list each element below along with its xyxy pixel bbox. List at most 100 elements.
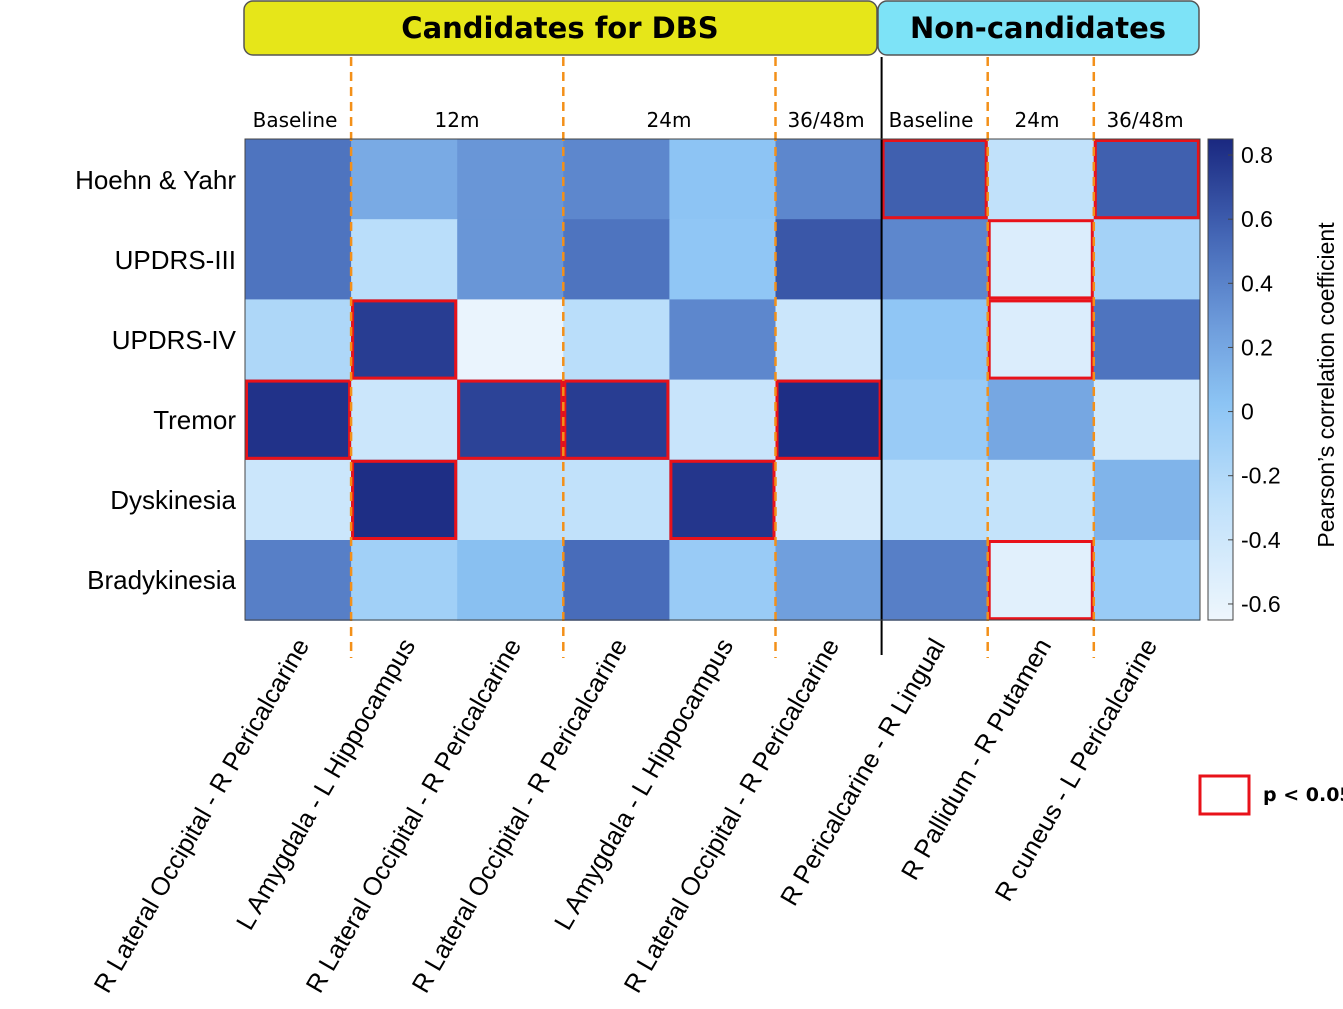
heatmap-cell bbox=[351, 379, 458, 461]
heatmap-cell bbox=[457, 379, 564, 461]
heatmap-cell bbox=[457, 299, 564, 381]
colorbar-tick-label: 0.2 bbox=[1241, 334, 1273, 360]
heatmap-cell bbox=[563, 379, 670, 461]
colorbar-label: Pearson’s correlation coefficient bbox=[1313, 222, 1339, 548]
significance-box bbox=[987, 540, 1094, 621]
heatmap-cell bbox=[1093, 139, 1201, 220]
significance-box bbox=[563, 379, 670, 460]
significance-box bbox=[457, 379, 564, 460]
heatmap-cell bbox=[457, 459, 564, 541]
heatmap-cell bbox=[245, 219, 352, 300]
heatmap-cell bbox=[987, 219, 1095, 300]
significance-box bbox=[987, 299, 1094, 380]
row-label: Hoehn & Yahr bbox=[75, 165, 236, 195]
heatmap-cell bbox=[245, 379, 352, 461]
timepoint-label: Baseline bbox=[889, 108, 974, 132]
heatmap-cell bbox=[351, 139, 458, 220]
heatmap-cell bbox=[457, 219, 564, 300]
heatmap-cell bbox=[563, 459, 670, 541]
colorbar-tick-label: -0.2 bbox=[1241, 463, 1281, 489]
legend: p < 0.05 bbox=[1198, 774, 1343, 816]
heatmap-cell bbox=[987, 139, 1095, 220]
heatmap-cell bbox=[245, 540, 352, 621]
heatmap-cell bbox=[881, 299, 989, 381]
heatmap-cell bbox=[669, 299, 777, 381]
column-label: R Lateral Occipital - R Pericalcarine bbox=[89, 634, 315, 998]
timepoint-labels: Baseline 12m 24m 36/48m Baseline 24m 36/… bbox=[253, 108, 1184, 132]
heatmap-cell bbox=[1093, 459, 1201, 541]
heatmap-cell bbox=[351, 540, 458, 621]
heatmap-cell bbox=[563, 219, 670, 300]
significance-boxes bbox=[245, 139, 1200, 621]
significance-box bbox=[669, 459, 776, 540]
colorbar-tick-label: 0.6 bbox=[1241, 206, 1273, 232]
significance-box bbox=[351, 299, 458, 380]
heatmap-cell bbox=[563, 139, 670, 220]
heatmap-cell bbox=[563, 299, 670, 381]
heatmap-cell bbox=[245, 459, 352, 541]
legend-label: p < 0.05 bbox=[1263, 784, 1343, 806]
significance-box bbox=[987, 219, 1094, 300]
timepoint-label: Baseline bbox=[253, 108, 338, 132]
row-labels: Hoehn & Yahr UPDRS-III UPDRS-IV Tremor D… bbox=[75, 165, 237, 595]
group-headers: Candidates for DBS Non-candidates bbox=[243, 0, 1200, 56]
heatmap-cell bbox=[669, 379, 777, 461]
timepoint-dividers bbox=[349, 57, 1096, 658]
heatmap-cell bbox=[669, 459, 777, 541]
colorbar-tick-label: -0.6 bbox=[1241, 591, 1281, 617]
heatmap-cell bbox=[669, 139, 777, 220]
significance-box bbox=[245, 379, 352, 460]
heatmap-cell bbox=[775, 459, 883, 541]
heatmap-cell bbox=[245, 299, 352, 381]
heatmap-cell bbox=[775, 299, 883, 381]
heatmap-cell bbox=[457, 540, 564, 621]
column-label: L Amygdala - L Hippocampus bbox=[231, 634, 421, 935]
heatmap-cell bbox=[987, 459, 1095, 541]
column-label: R Lateral Occipital - R Pericalcarine bbox=[301, 634, 527, 998]
heatmap-cell bbox=[457, 139, 564, 220]
heatmap-cell bbox=[1093, 379, 1201, 461]
group-header-candidates: Candidates for DBS bbox=[401, 11, 718, 45]
heatmap-cell bbox=[881, 219, 989, 300]
heatmap-cell bbox=[563, 540, 670, 621]
heatmap-cell bbox=[351, 459, 458, 541]
group-header-candidates-box bbox=[243, 0, 878, 56]
colorbar-gradient bbox=[1207, 138, 1234, 621]
colorbar-tick-label: 0.8 bbox=[1241, 142, 1273, 168]
row-label: UPDRS-III bbox=[115, 245, 236, 275]
heatmap-cell bbox=[881, 459, 989, 541]
timepoint-label: 12m bbox=[435, 108, 480, 132]
heatmap-cell bbox=[669, 219, 777, 300]
timepoint-label: 36/48m bbox=[787, 108, 864, 132]
significance-box bbox=[881, 139, 988, 220]
group-header-noncandidates: Non-candidates bbox=[910, 11, 1166, 45]
heatmap-cell bbox=[1093, 219, 1201, 300]
heatmap-cell bbox=[775, 139, 883, 220]
timepoint-label: 24m bbox=[647, 108, 692, 132]
heatmap-cell bbox=[987, 299, 1095, 381]
timepoint-label: 24m bbox=[1015, 108, 1060, 132]
timepoint-label: 36/48m bbox=[1106, 108, 1183, 132]
heatmap-cell bbox=[669, 540, 777, 621]
significance-box bbox=[351, 459, 458, 540]
heatmap-cell bbox=[775, 379, 883, 461]
colorbar-ticks: 0.8 0.6 0.4 0.2 0 -0.2 -0.4 -0.6 bbox=[1228, 142, 1281, 617]
heatmap-cells bbox=[245, 139, 1201, 621]
row-label: Tremor bbox=[153, 405, 236, 435]
heatmap-cell bbox=[775, 540, 883, 621]
row-label: Dyskinesia bbox=[110, 485, 236, 515]
row-label: UPDRS-IV bbox=[112, 325, 237, 355]
legend-swatch bbox=[1198, 774, 1251, 816]
heatmap-cell bbox=[1093, 540, 1201, 621]
column-label: R Lateral Occipital - R Pericalcarine bbox=[619, 634, 845, 998]
column-label: R Lateral Occipital - R Pericalcarine bbox=[407, 634, 633, 998]
column-label: L Amygdala - L Hippocampus bbox=[549, 634, 739, 935]
heatmap-cell bbox=[881, 139, 989, 220]
heatmap-frame bbox=[244, 138, 1201, 621]
heatmap-cell bbox=[987, 379, 1095, 461]
significance-box bbox=[1093, 139, 1200, 220]
colorbar-tick-label: -0.4 bbox=[1241, 527, 1281, 553]
heatmap-cell bbox=[987, 540, 1095, 621]
column-labels: R Lateral Occipital - R Pericalcarine L … bbox=[89, 634, 1163, 998]
